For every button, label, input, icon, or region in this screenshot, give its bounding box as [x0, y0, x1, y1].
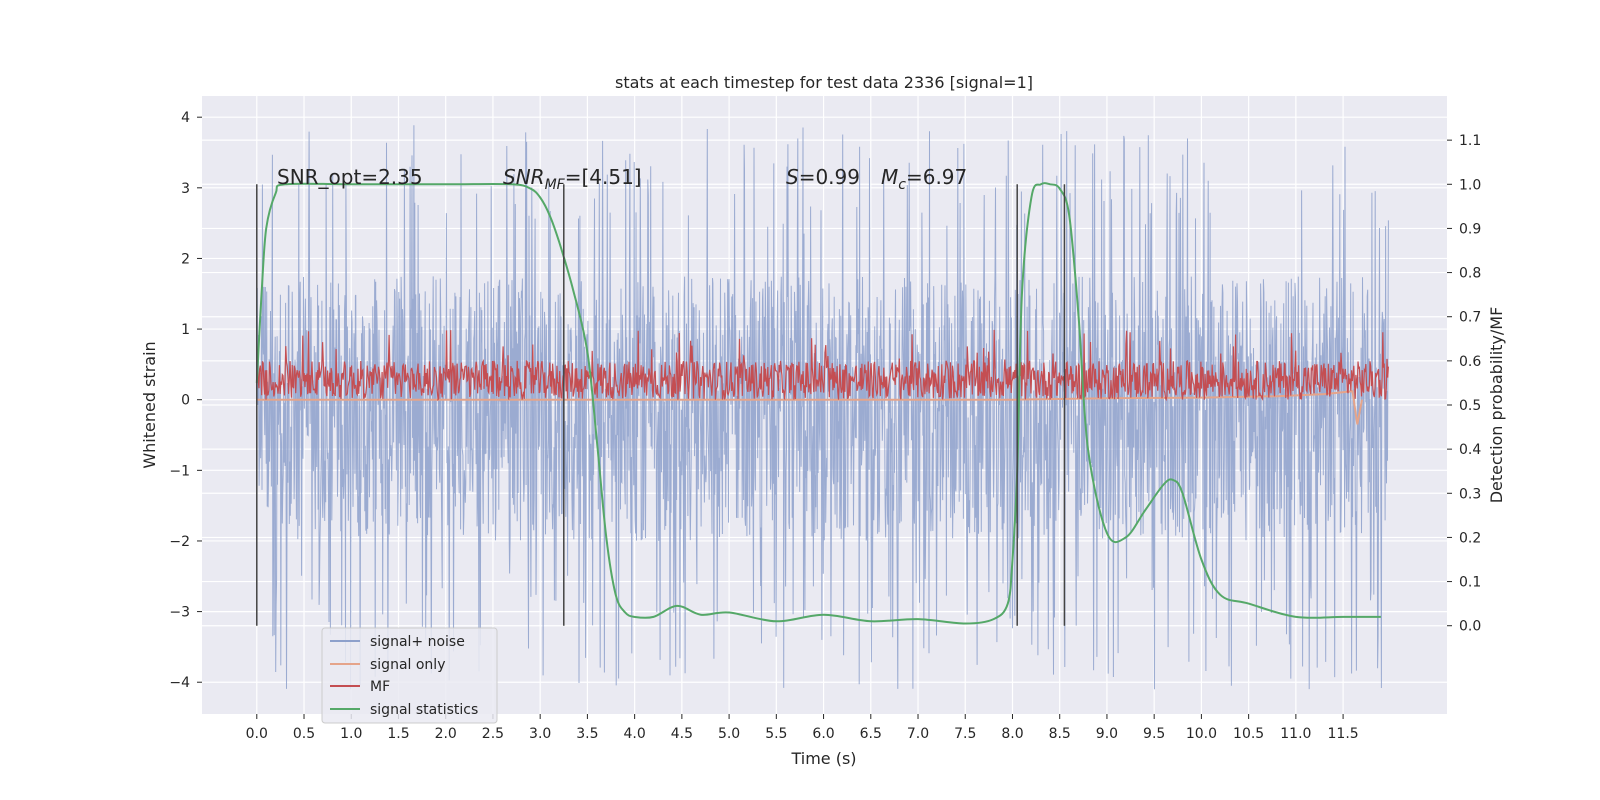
x-tick-label: 2.5	[482, 726, 504, 742]
y-tick-label: −2	[169, 534, 190, 550]
annotation-s: S=0.99	[786, 165, 860, 189]
x-tick-label: 3.5	[576, 726, 598, 742]
y-tick-label: −4	[169, 675, 190, 691]
y-right-tick-label: 0.1	[1459, 575, 1481, 591]
x-tick-label: 2.0	[435, 726, 457, 742]
legend-label-signal-noise: signal+ noise	[370, 634, 465, 650]
x-tick-label: 6.0	[812, 726, 834, 742]
x-tick-label: 0.0	[246, 726, 268, 742]
y-right-tick-label: 1.1	[1459, 133, 1481, 149]
x-tick-label: 11.5	[1328, 726, 1359, 742]
y-right-tick-label: 0.7	[1459, 310, 1481, 326]
annotation-snr-opt: SNR_opt=2.35	[277, 165, 423, 189]
series-signal-only	[256, 390, 1363, 425]
y-right-tick-label: 0.4	[1459, 442, 1481, 458]
y-right-tick-label: 0.9	[1459, 221, 1481, 237]
y-axis-right-label: Detection probability/MF	[1487, 307, 1506, 504]
y-right-tick-label: 0.3	[1459, 486, 1481, 502]
y-right-tick-label: 0.2	[1459, 530, 1481, 546]
annotation-snr-mf: SNRMF=[4.51]	[503, 165, 642, 193]
y-right-tick-label: 0.8	[1459, 266, 1481, 282]
x-tick-label: 1.0	[340, 726, 362, 742]
y-tick-label: 1	[181, 322, 190, 338]
y-axis-right-ticks: 0.0 0.1 0.2 0.3 0.4 0.5 0.6 0.7 0.8 0.9 1.0 1.1	[1447, 133, 1481, 635]
y-right-tick-label: 0.0	[1459, 619, 1481, 635]
y-tick-label: −3	[169, 605, 190, 621]
y-tick-label: 0	[181, 393, 190, 409]
x-tick-label: 1.5	[387, 726, 409, 742]
chart-title: stats at each timestep for test data 233…	[615, 73, 1033, 92]
series-mf	[256, 329, 1389, 402]
x-tick-label: 3.0	[529, 726, 551, 742]
y-right-tick-label: 0.5	[1459, 398, 1481, 414]
y-axis-ticks: −4 −3 −2 −1 0 1 2 3 4	[169, 110, 202, 691]
series-signal-statistics	[255, 182, 1381, 625]
annotations: SNR_opt=2.35 SNRMF=[4.51] S=0.99 Mc=6.97	[277, 165, 967, 193]
x-tick-label: 5.0	[718, 726, 740, 742]
x-tick-label: 6.5	[860, 726, 882, 742]
y-right-tick-label: 0.6	[1459, 354, 1481, 370]
x-tick-label: 10.0	[1186, 726, 1217, 742]
x-tick-label: 10.5	[1233, 726, 1264, 742]
legend-label-signal-only: signal only	[370, 657, 445, 673]
y-axis-label: Whitened strain	[140, 341, 159, 468]
legend-label-signal-statistics: signal statistics	[370, 702, 478, 718]
annotation-mc: Mc=6.97	[881, 165, 967, 193]
legend-label-mf: MF	[370, 679, 390, 695]
x-axis-label: Time (s)	[790, 749, 856, 768]
y-tick-label: 2	[181, 251, 190, 267]
x-tick-label: 9.0	[1096, 726, 1118, 742]
legend-box	[321, 627, 498, 724]
x-tick-label: 8.5	[1049, 726, 1071, 742]
x-tick-label: 8.0	[1001, 726, 1023, 742]
x-tick-label: 7.5	[954, 726, 976, 742]
x-tick-label: 7.0	[907, 726, 929, 742]
x-tick-label: 4.0	[623, 726, 645, 742]
y-tick-label: −1	[169, 463, 190, 479]
y-tick-label: 3	[181, 181, 190, 197]
vertical-markers	[256, 184, 1066, 626]
y-right-tick-label: 1.0	[1459, 177, 1481, 193]
plot-area	[255, 125, 1389, 690]
x-tick-label: 11.0	[1280, 726, 1311, 742]
x-tick-label: 5.5	[765, 726, 787, 742]
x-axis-ticks: 0.0 0.5 1.0 1.5 2.0 2.5 3.0 3.5 4.0 4.5 5.0 5.5 6.0 6…	[246, 714, 1359, 742]
y-tick-label: 4	[181, 110, 190, 126]
x-tick-label: 4.5	[671, 726, 693, 742]
x-tick-label: 0.5	[293, 726, 315, 742]
legend: signal+ noise signal only MF signal stat…	[321, 627, 498, 724]
x-tick-label: 9.5	[1143, 726, 1165, 742]
